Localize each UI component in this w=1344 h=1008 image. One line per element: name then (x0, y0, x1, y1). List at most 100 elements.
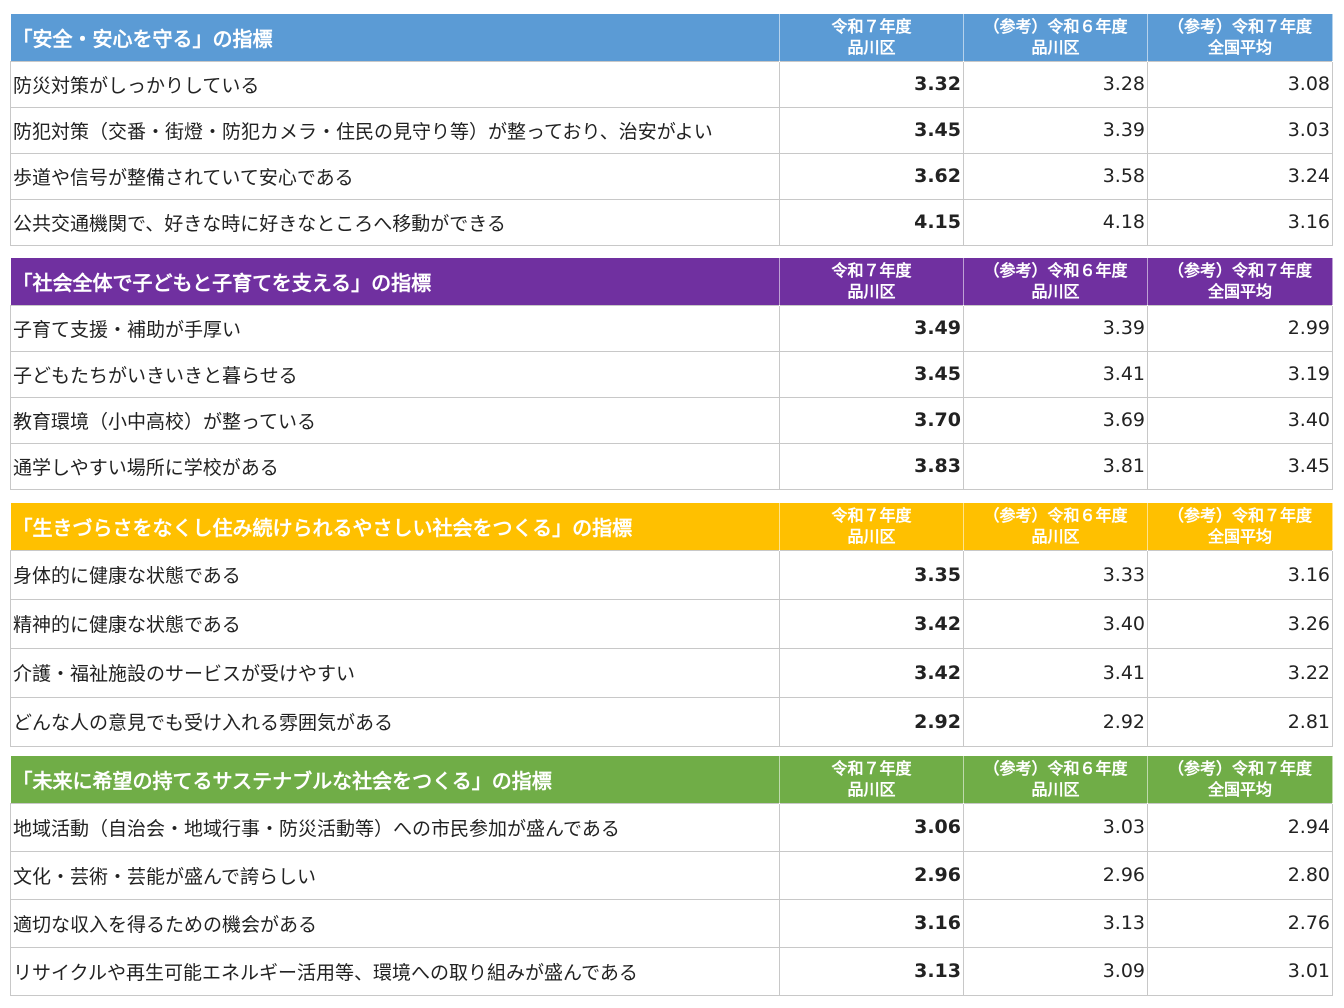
value-r7: 3.45 (779, 350, 964, 398)
sustainable-table: 「未来に希望の持てるサステナブルな社会をつくる」の指標 令和７年度 品川区 （参考… (10, 756, 1333, 996)
safety-table: 「安全・安心を守る」の指標 令和７年度 品川区 （参考）令和６年度 品川区 （参考）… (10, 14, 1333, 246)
row-label: 精神的に健康な状態である (10, 598, 780, 649)
row-label: 文化・芸術・芸能が盛んで誇らしい (10, 850, 780, 900)
value-r7: 2.96 (779, 850, 964, 900)
row-label: どんな人の意見でも受け入れる雰囲気がある (10, 696, 780, 747)
value-national: 3.40 (1147, 396, 1333, 444)
column-header-r7: 令和７年度 品川区 (779, 503, 964, 550)
section-title: 「未来に希望の持てるサステナブルな社会をつくる」の指標 (10, 756, 780, 803)
section-wellbeing: 「生きづらさをなくし住み続けられるやさしい社会をつくる」の指標 令和７年度 品川区… (10, 503, 1333, 747)
row-label: 子どもたちがいきいきと暮らせる (10, 350, 780, 398)
table-row: 適切な収入を得るための機会がある 3.16 3.13 2.76 (10, 898, 1333, 948)
value-r7: 3.32 (779, 60, 964, 108)
value-r7: 3.83 (779, 442, 964, 490)
value-r6: 3.69 (963, 396, 1148, 444)
value-r6: 3.33 (963, 549, 1148, 600)
column-header-r7: 令和７年度 品川区 (779, 756, 964, 803)
value-national: 3.19 (1147, 350, 1333, 398)
value-r6: 3.58 (963, 152, 1148, 200)
value-national: 2.94 (1147, 802, 1333, 852)
table-row: リサイクルや再生可能エネルギー活用等、環境への取り組みが盛んである 3.13 3… (10, 946, 1333, 996)
row-label: リサイクルや再生可能エネルギー活用等、環境への取り組みが盛んである (10, 946, 780, 996)
value-r7: 3.42 (779, 647, 964, 698)
value-r6: 3.41 (963, 647, 1148, 698)
row-label: 子育て支援・補助が手厚い (10, 304, 780, 352)
value-r7: 2.92 (779, 696, 964, 747)
table-row: 地域活動（自治会・地域行事・防災活動等）への市民参加が盛んである 3.06 3.… (10, 802, 1333, 852)
value-r7: 3.45 (779, 106, 964, 154)
value-r6: 2.92 (963, 696, 1148, 747)
row-label: 防犯対策（交番・街燈・防犯カメラ・住民の見守り等）が整っており、治安がよい (10, 106, 780, 154)
table-row: 公共交通機関で、好きな時に好きなところへ移動ができる 4.15 4.18 3.1… (10, 198, 1333, 246)
section-title: 「社会全体で子どもと子育てを支える」の指標 (10, 258, 780, 305)
section-safety: 「安全・安心を守る」の指標 令和７年度 品川区 （参考）令和６年度 品川区 （参考）… (10, 14, 1333, 246)
table-row: 防災対策がしっかりしている 3.32 3.28 3.08 (10, 60, 1333, 108)
table-row: 介護・福祉施設のサービスが受けやすい 3.42 3.41 3.22 (10, 647, 1333, 698)
value-national: 3.01 (1147, 946, 1333, 996)
section-header: 「安全・安心を守る」の指標 令和７年度 品川区 （参考）令和６年度 品川区 （参考）… (10, 14, 1333, 61)
column-header-national: （参考）令和７年度 全国平均 (1147, 503, 1333, 550)
value-r7: 3.42 (779, 598, 964, 649)
value-national: 3.16 (1147, 198, 1333, 246)
column-header-r7: 令和７年度 品川区 (779, 258, 964, 305)
value-national: 3.22 (1147, 647, 1333, 698)
table-row: 子どもたちがいきいきと暮らせる 3.45 3.41 3.19 (10, 350, 1333, 398)
table-row: 歩道や信号が整備されていて安心である 3.62 3.58 3.24 (10, 152, 1333, 200)
value-r6: 3.41 (963, 350, 1148, 398)
value-r7: 3.13 (779, 946, 964, 996)
value-r6: 2.96 (963, 850, 1148, 900)
column-header-r6: （参考）令和６年度 品川区 (963, 14, 1148, 61)
value-r6: 3.28 (963, 60, 1148, 108)
table-row: 精神的に健康な状態である 3.42 3.40 3.26 (10, 598, 1333, 649)
column-header-national: （参考）令和７年度 全国平均 (1147, 258, 1333, 305)
wellbeing-table: 「生きづらさをなくし住み続けられるやさしい社会をつくる」の指標 令和７年度 品川区… (10, 503, 1333, 747)
column-header-national: （参考）令和７年度 全国平均 (1147, 756, 1333, 803)
column-header-national: （参考）令和７年度 全国平均 (1147, 14, 1333, 61)
section-childcare: 「社会全体で子どもと子育てを支える」の指標 令和７年度 品川区 （参考）令和６年度… (10, 258, 1333, 490)
value-r7: 3.49 (779, 304, 964, 352)
value-national: 2.76 (1147, 898, 1333, 948)
value-r7: 3.62 (779, 152, 964, 200)
section-sustainable: 「未来に希望の持てるサステナブルな社会をつくる」の指標 令和７年度 品川区 （参考… (10, 756, 1333, 996)
table-row: 教育環境（小中高校）が整っている 3.70 3.69 3.40 (10, 396, 1333, 444)
section-title: 「安全・安心を守る」の指標 (10, 14, 780, 61)
value-r7: 4.15 (779, 198, 964, 246)
value-r6: 3.03 (963, 802, 1148, 852)
section-title: 「生きづらさをなくし住み続けられるやさしい社会をつくる」の指標 (10, 503, 780, 550)
row-label: 地域活動（自治会・地域行事・防災活動等）への市民参加が盛んである (10, 802, 780, 852)
table-row: 文化・芸術・芸能が盛んで誇らしい 2.96 2.96 2.80 (10, 850, 1333, 900)
row-label: 公共交通機関で、好きな時に好きなところへ移動ができる (10, 198, 780, 246)
value-r6: 3.39 (963, 106, 1148, 154)
value-national: 3.45 (1147, 442, 1333, 490)
table-row: 子育て支援・補助が手厚い 3.49 3.39 2.99 (10, 304, 1333, 352)
table-row: 身体的に健康な状態である 3.35 3.33 3.16 (10, 549, 1333, 600)
column-header-r6: （参考）令和６年度 品川区 (963, 503, 1148, 550)
value-national: 3.08 (1147, 60, 1333, 108)
value-national: 3.26 (1147, 598, 1333, 649)
row-label: 教育環境（小中高校）が整っている (10, 396, 780, 444)
row-label: 通学しやすい場所に学校がある (10, 442, 780, 490)
row-label: 歩道や信号が整備されていて安心である (10, 152, 780, 200)
table-row: 防犯対策（交番・街燈・防犯カメラ・住民の見守り等）が整っており、治安がよい 3.… (10, 106, 1333, 154)
value-r6: 3.39 (963, 304, 1148, 352)
value-r7: 3.70 (779, 396, 964, 444)
row-label: 防災対策がしっかりしている (10, 60, 780, 108)
value-r7: 3.16 (779, 898, 964, 948)
section-header: 「未来に希望の持てるサステナブルな社会をつくる」の指標 令和７年度 品川区 （参考… (10, 756, 1333, 803)
row-label: 介護・福祉施設のサービスが受けやすい (10, 647, 780, 698)
value-national: 2.81 (1147, 696, 1333, 747)
value-r6: 3.13 (963, 898, 1148, 948)
value-national: 3.16 (1147, 549, 1333, 600)
value-national: 2.80 (1147, 850, 1333, 900)
column-header-r6: （参考）令和６年度 品川区 (963, 756, 1148, 803)
table-row: どんな人の意見でも受け入れる雰囲気がある 2.92 2.92 2.81 (10, 696, 1333, 747)
value-r7: 3.35 (779, 549, 964, 600)
value-national: 3.03 (1147, 106, 1333, 154)
value-national: 3.24 (1147, 152, 1333, 200)
row-label: 身体的に健康な状態である (10, 549, 780, 600)
section-header: 「生きづらさをなくし住み続けられるやさしい社会をつくる」の指標 令和７年度 品川区… (10, 503, 1333, 550)
column-header-r6: （参考）令和６年度 品川区 (963, 258, 1148, 305)
value-r6: 3.81 (963, 442, 1148, 490)
section-header: 「社会全体で子どもと子育てを支える」の指標 令和７年度 品川区 （参考）令和６年度… (10, 258, 1333, 305)
table-row: 通学しやすい場所に学校がある 3.83 3.81 3.45 (10, 442, 1333, 490)
